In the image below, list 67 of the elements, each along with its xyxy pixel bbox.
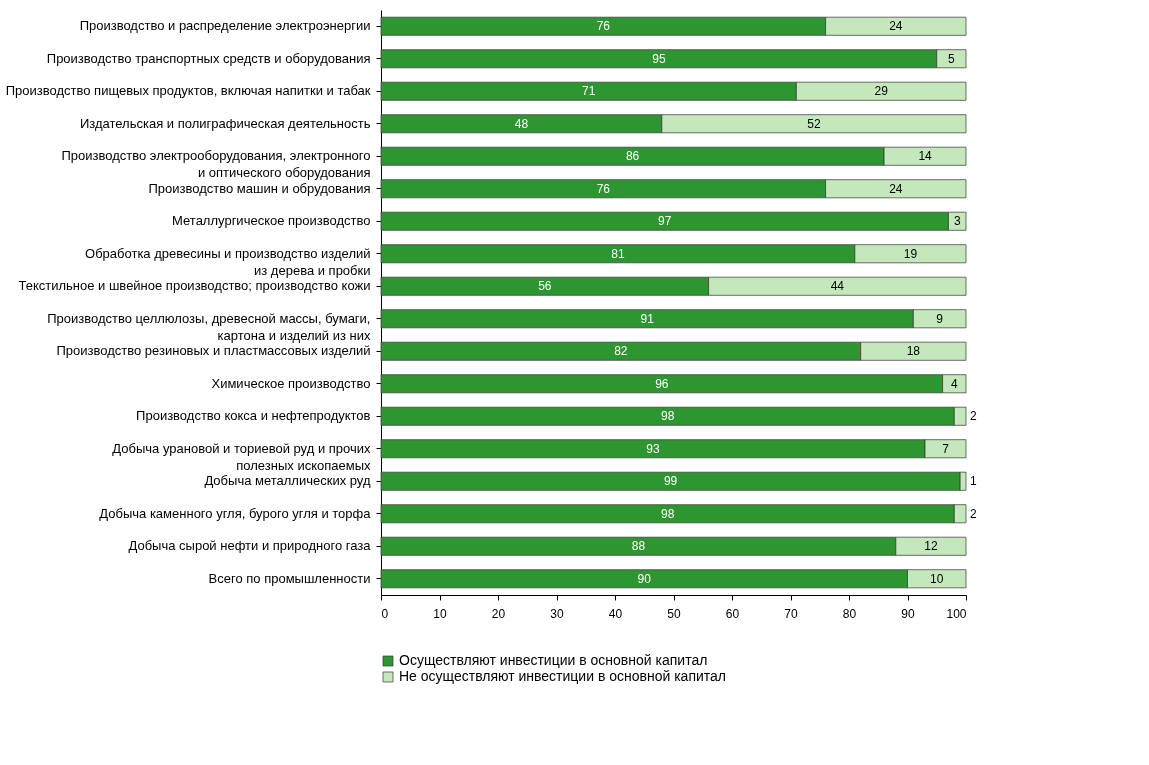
x-tick-label: 80 xyxy=(842,606,857,621)
data-label: 19 xyxy=(903,246,918,261)
y-tick-label: Производство кокса и нефтепродуктов xyxy=(136,408,371,424)
data-label: 91 xyxy=(640,311,655,326)
data-label: 95 xyxy=(652,51,666,66)
data-label: 12 xyxy=(924,539,938,554)
x-tick-label: 20 xyxy=(491,606,506,621)
x-tick-label: 100 xyxy=(946,606,967,621)
data-label: 96 xyxy=(655,376,669,391)
x-tick-label: 70 xyxy=(784,606,798,621)
x-tick-label: 0 xyxy=(381,606,389,621)
data-label: 86 xyxy=(625,149,640,164)
data-label: 2 xyxy=(970,409,977,424)
y-tick-label: Производство и распределение электроэнергии xyxy=(79,18,371,34)
data-label: 99 xyxy=(663,474,678,489)
data-label: 76 xyxy=(596,19,611,34)
y-tick-label: Издательская и полиграфическая деятельность xyxy=(79,115,371,131)
legend-label: Осуществляют инвестиции в основной капитал xyxy=(399,652,708,668)
y-tick-label: Производство пищевых продуктов, включая напитки и табак xyxy=(5,83,371,99)
data-label: 7 xyxy=(942,441,950,456)
y-tick-label: Текстильное и швейное производство; производство кожи xyxy=(18,278,371,294)
data-label: 5 xyxy=(948,51,956,66)
data-label: 88 xyxy=(631,539,646,554)
data-label: 97 xyxy=(658,214,672,229)
y-tick-label: Производство резиновых и пластмассовых изделий xyxy=(56,343,371,359)
data-label: 18 xyxy=(906,344,921,359)
data-label: 56 xyxy=(538,279,552,294)
data-label: 98 xyxy=(660,409,675,424)
data-label: 10 xyxy=(930,571,944,586)
data-label: 76 xyxy=(596,181,611,196)
x-tick-label: 30 xyxy=(550,606,564,621)
data-label: 2 xyxy=(970,506,977,521)
y-tick-label: Добыча металлических руд xyxy=(204,473,371,489)
data-label: 14 xyxy=(918,149,933,164)
data-label: 48 xyxy=(514,116,529,131)
data-label: 90 xyxy=(637,571,652,586)
x-tick-label: 50 xyxy=(667,606,681,621)
y-tick-label: Производство целлюлозы, древесной массы, бумаги, картона и изделий из них xyxy=(47,310,371,343)
x-tick-label: 60 xyxy=(725,606,740,621)
y-tick-label: Производство транспортных средств и оборудования xyxy=(46,50,371,66)
y-tick-label: Обработка древесины и производство изделий из дерева и пробки xyxy=(85,245,371,278)
data-label: 4 xyxy=(950,376,958,391)
data-label: 9 xyxy=(936,311,944,326)
y-tick-label: Производство электрооборудования, электронного и оптического оборудования xyxy=(61,148,371,181)
data-label: 81 xyxy=(611,246,625,261)
data-label: 93 xyxy=(646,441,661,456)
y-tick-label: Химическое производство xyxy=(211,375,371,391)
data-label: 29 xyxy=(874,84,889,99)
x-tick-label: 90 xyxy=(901,606,915,621)
y-tick-label: Всего по промышленности xyxy=(208,570,371,586)
y-tick-label: Металлургическое производство xyxy=(172,213,371,229)
data-label: 24 xyxy=(889,181,903,196)
data-label: 3 xyxy=(953,214,961,229)
legend-label: Не осуществляют инвестиции в основной капитал xyxy=(399,668,727,684)
data-label: 52 xyxy=(807,116,821,131)
y-tick-label: Производство машин и обрудования xyxy=(148,180,371,196)
y-tick-label: Добыча каменного угля, бурого угля и торфа xyxy=(99,505,372,521)
data-label: 82 xyxy=(614,344,628,359)
x-tick-label: 10 xyxy=(433,606,447,621)
x-tick-label: 40 xyxy=(608,606,623,621)
data-label: 44 xyxy=(830,279,845,294)
data-label: 24 xyxy=(889,19,903,34)
y-tick-label: Добыча сырой нефти и природного газа xyxy=(128,538,372,554)
data-label: 71 xyxy=(582,84,596,99)
data-label: 98 xyxy=(660,506,675,521)
data-label: 1 xyxy=(970,474,977,489)
y-tick-label: Добыча урановой и ториевой руд и прочих полезных ископаемых xyxy=(112,440,371,473)
